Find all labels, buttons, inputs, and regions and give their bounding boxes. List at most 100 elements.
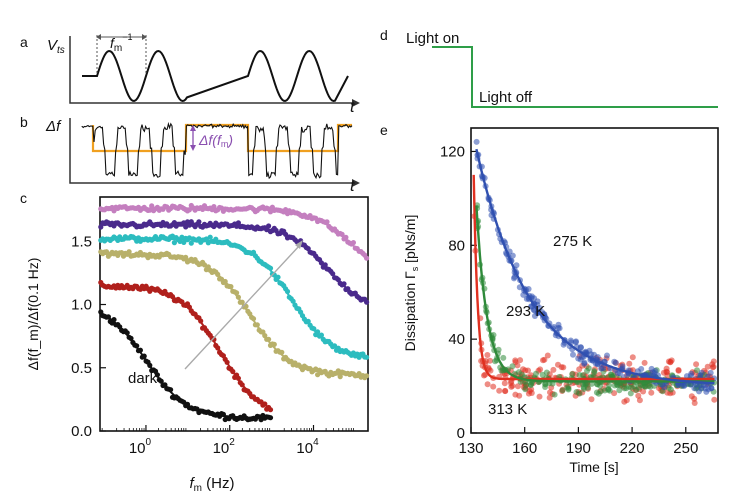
e-data-point [544,352,551,359]
e-data-point [559,387,566,394]
e-xtick-label: 220 [620,440,645,457]
c-data-point [266,336,272,342]
c-xtick-label: 102 [213,437,236,457]
e-fit-line [472,174,715,381]
c-data-point [262,401,268,407]
e-data-point [696,388,702,395]
c-data-point [126,249,132,255]
panel-label-e: e [380,122,388,138]
c-data-point [250,316,257,322]
e-data-point [604,352,610,359]
e-data-point [536,393,543,400]
e-data-point [492,358,499,365]
c-ytick-label: 1.5 [71,233,92,250]
c-data-point [275,274,281,280]
c-xtick-label: 100 [129,437,152,457]
c-data-point [128,335,134,341]
e-data-point [522,386,529,393]
e-data-point [496,387,503,394]
panel-label-d: d [380,27,388,43]
e-data-point [688,393,695,400]
c-series-purple [98,219,370,305]
e-data-point [509,363,516,370]
panel-a-ylabel: Vts [47,37,65,56]
panel-a-arrow [352,99,360,107]
e-data-point [636,397,643,404]
e-data-point [572,339,579,346]
panel-e-ylabel: Dissipation Γs [pNs/m] [402,215,420,352]
e-data-point [585,365,592,372]
response-envelope [91,123,352,153]
e-data-point [577,344,584,351]
panel-c-chart: 100 102 104 0.0 0.5 1.0 1.5 dark fm (Hz) Δf(f_… [25,196,370,494]
c-data-point [266,223,272,229]
panel-e-chart: 130 160 190 220 250 0 40 80 120 275 K 293 K 313 … [402,127,719,475]
e-data-point [576,390,583,397]
series-label-313K: 313 K [488,401,527,418]
c-data-point [239,382,245,388]
e-xtick-label: 130 [458,440,483,457]
c-data-point [343,234,349,240]
c-series-olive [98,249,370,381]
c-fit-line [100,207,367,257]
modulation-signal [82,49,349,103]
e-data-point [550,366,557,373]
c-data-point [235,375,241,381]
e-data-point [490,383,497,390]
e-data-point [576,372,583,378]
e-ytick-label: 40 [448,331,465,348]
period-arrow-left [96,34,101,40]
c-data-point [137,347,143,353]
e-data-point [628,384,635,391]
series-label-293K: 293 K [506,303,545,320]
c-data-point [311,326,317,332]
period-arrow-right [142,34,147,40]
e-data-point [531,313,538,319]
e-data-point [525,367,531,374]
c-data-point [211,204,217,210]
panel-d: Light on Light off [406,30,718,108]
c-data-point [337,374,343,380]
e-data-point [708,385,715,392]
e-data-point [634,368,641,375]
c-ytick-label: 0.5 [71,360,92,377]
c-data-point [224,359,230,365]
c-data-point [267,415,274,421]
c-data-point [215,345,221,351]
panel-c-xlabel: fm (Hz) [189,475,234,494]
e-data-point [635,392,642,399]
panel-b: Δf t Δf(fm) [45,118,360,195]
c-data-point [207,234,213,240]
e-data-point [551,391,558,398]
c-data-point [267,407,274,413]
c-xtick-label: 104 [296,437,319,457]
c-data-point [330,271,336,277]
panel-e-frame [470,127,719,434]
e-ytick-label: 80 [448,237,465,254]
panel-c-ylabel: Δf(f_m)/Δf(0.1 Hz) [25,258,41,371]
c-data-point [315,329,321,335]
c-data-point [158,378,164,384]
c-data-point [341,281,347,287]
e-data-point [473,138,480,145]
panel-b-axes [69,118,355,184]
c-series-pink [98,202,370,261]
panel-a-axes [69,36,355,104]
c-data-point [364,354,370,360]
c-series-red [98,279,274,413]
c-data-point [284,288,291,295]
e-data-point [484,381,491,388]
e-data-point [509,252,516,259]
e-xtick-label: 250 [673,440,698,457]
c-data-point [230,368,236,375]
illumination-trend-arrow [184,244,301,370]
light-on-label: Light on [406,30,459,47]
panel-a: Vts t fm−1 [47,32,360,116]
c-data-point [267,265,274,271]
e-data-point [707,369,714,376]
c-series-dark [98,309,274,423]
c-data-point [168,387,174,393]
e-data-point [591,369,598,376]
e-data-point [517,357,524,364]
c-data-point [111,317,117,323]
